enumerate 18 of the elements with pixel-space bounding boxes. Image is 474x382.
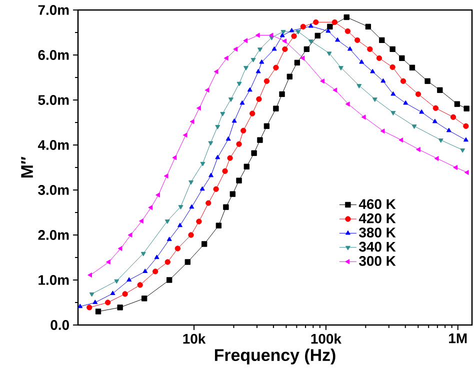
legend-label: 300 K: [359, 256, 396, 266]
y-tick-label: 0.0: [50, 320, 69, 330]
y-tick-label: 2.0m: [38, 230, 69, 240]
y-tick-label: 4.0m: [38, 140, 69, 150]
y-tick-label: 7.0m: [38, 5, 69, 15]
y-tick-label: 1.0m: [38, 275, 69, 285]
x-tick-label: 10k: [183, 334, 206, 344]
legend-label: 380 K: [359, 228, 396, 238]
y-tick-label: 6.0m: [38, 50, 69, 60]
y-axis-title: M″: [21, 156, 33, 178]
legend-label: 340 K: [359, 242, 396, 252]
legend-label: 420 K: [358, 213, 396, 224]
x-axis-title: Frequency (Hz): [214, 348, 336, 364]
x-tick-label: 100k: [311, 334, 342, 344]
x-tick-label: 1M: [449, 334, 467, 344]
y-tick-label: 5.0m: [38, 95, 69, 105]
legend-label: 460 K: [358, 199, 396, 210]
y-tick-label: 3.0m: [38, 185, 69, 195]
